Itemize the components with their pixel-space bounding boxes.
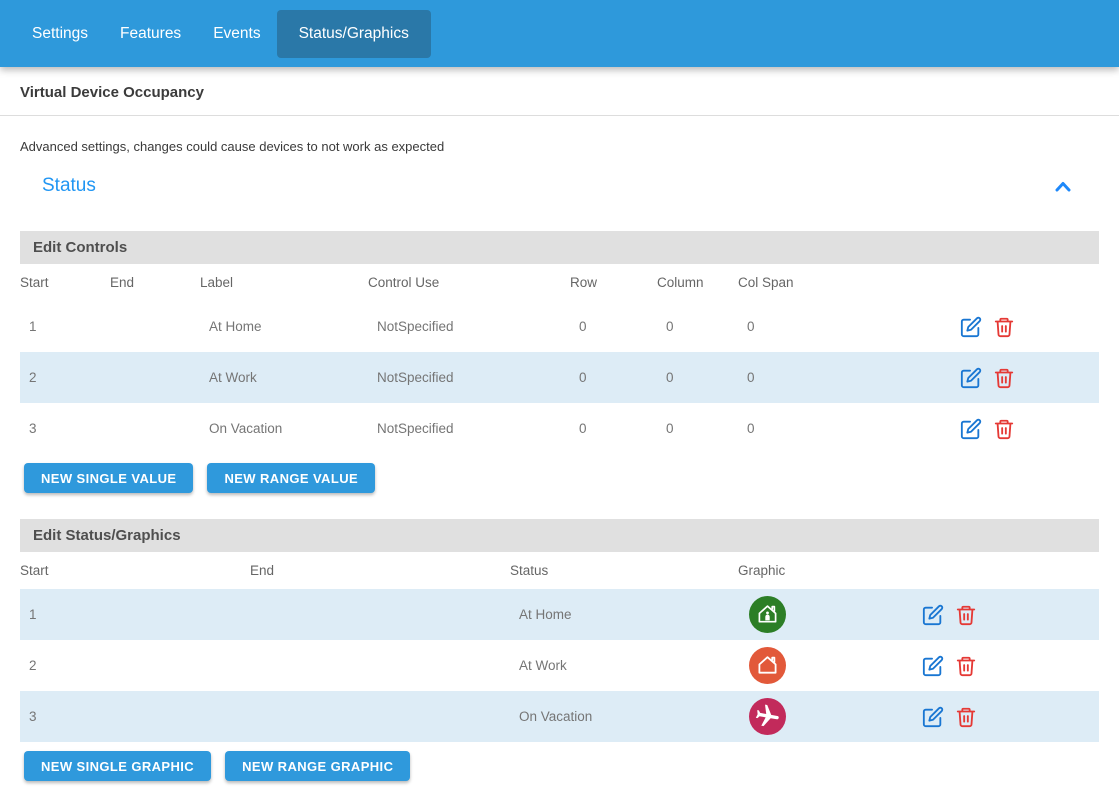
table-row: 3 On Vacation (20, 691, 1099, 742)
tab-settings[interactable]: Settings (16, 10, 104, 58)
table-row: 1 At Home NotSpecified 0 0 0 (20, 301, 1099, 352)
edit-icon[interactable] (960, 418, 982, 440)
cell-start: 3 (20, 709, 250, 724)
table-row: 3 On Vacation NotSpecified 0 0 0 (20, 403, 1099, 454)
edit-controls-section-header: Edit Controls (20, 231, 1099, 264)
new-single-graphic-button[interactable]: NEW SINGLE GRAPHIC (24, 751, 211, 781)
cell-start: 1 (20, 607, 250, 622)
cell-column: 0 (657, 421, 738, 436)
status-section-row: Status (20, 171, 1099, 201)
edit-icon[interactable] (922, 706, 944, 728)
delete-icon[interactable] (955, 655, 977, 677)
cell-col-span: 0 (738, 421, 958, 436)
delete-icon[interactable] (993, 316, 1015, 338)
cell-label: At Home (200, 319, 368, 334)
cell-row: 0 (570, 421, 657, 436)
delete-icon[interactable] (955, 604, 977, 626)
new-single-value-button[interactable]: NEW SINGLE VALUE (24, 463, 193, 493)
edit-icon[interactable] (960, 316, 982, 338)
column-header: End (250, 563, 510, 578)
page-title: Virtual Device Occupancy (20, 84, 1099, 101)
cell-control-use: NotSpecified (368, 421, 570, 436)
warning-text: Advanced settings, changes could cause d… (20, 139, 1099, 154)
tab-events[interactable]: Events (197, 10, 276, 58)
column-header: Column (657, 275, 738, 290)
cell-row: 0 (570, 370, 657, 385)
tab-bar: Settings Features Events Status/Graphics (0, 0, 1119, 67)
edit-icon[interactable] (922, 655, 944, 677)
cell-status: At Work (510, 658, 738, 673)
cell-row: 0 (570, 319, 657, 334)
column-header: Row (570, 275, 657, 290)
cell-control-use: NotSpecified (368, 319, 570, 334)
edit-status-graphics-table-header: Start End Status Graphic (20, 552, 1099, 589)
column-header: Start (20, 563, 250, 578)
divider (0, 115, 1119, 116)
cell-start: 1 (20, 319, 110, 334)
delete-icon[interactable] (993, 418, 1015, 440)
table-row: 2 At Work NotSpecified 0 0 0 (20, 352, 1099, 403)
main-content: Virtual Device Occupancy Advanced settin… (0, 84, 1119, 781)
column-header: Graphic (738, 563, 920, 578)
cell-label: At Work (200, 370, 368, 385)
tab-status-graphics[interactable]: Status/Graphics (277, 10, 431, 58)
cell-status: On Vacation (510, 709, 738, 724)
new-range-graphic-button[interactable]: NEW RANGE GRAPHIC (225, 751, 410, 781)
cell-label: On Vacation (200, 421, 368, 436)
new-range-value-button[interactable]: NEW RANGE VALUE (207, 463, 375, 493)
column-header: Status (510, 563, 738, 578)
column-header: Col Span (738, 275, 958, 290)
cell-status: At Home (510, 607, 738, 622)
table-row: 1 At Home (20, 589, 1099, 640)
column-header: Label (200, 275, 368, 290)
cell-column: 0 (657, 370, 738, 385)
edit-status-graphics-section-header: Edit Status/Graphics (20, 519, 1099, 552)
delete-icon[interactable] (993, 367, 1015, 389)
tab-features[interactable]: Features (104, 10, 197, 58)
status-section-toggle[interactable]: Status (42, 175, 96, 197)
airplane-icon (749, 698, 786, 735)
edit-icon[interactable] (922, 604, 944, 626)
cell-col-span: 0 (738, 370, 958, 385)
edit-status-graphics-buttons: NEW SINGLE GRAPHIC NEW RANGE GRAPHIC (24, 751, 1099, 781)
home-empty-icon (749, 647, 786, 684)
cell-column: 0 (657, 319, 738, 334)
cell-start: 2 (20, 370, 110, 385)
column-header: Start (20, 275, 110, 290)
column-header: Control Use (368, 275, 570, 290)
edit-controls-table-header: Start End Label Control Use Row Column C… (20, 264, 1099, 301)
section-title: Edit Controls (33, 239, 127, 256)
cell-start: 3 (20, 421, 110, 436)
cell-start: 2 (20, 658, 250, 673)
table-row: 2 At Work (20, 640, 1099, 691)
chevron-up-icon[interactable] (1055, 181, 1071, 192)
cell-control-use: NotSpecified (368, 370, 570, 385)
delete-icon[interactable] (955, 706, 977, 728)
edit-controls-buttons: NEW SINGLE VALUE NEW RANGE VALUE (24, 463, 1099, 493)
edit-icon[interactable] (960, 367, 982, 389)
column-header: End (110, 275, 200, 290)
home-occupied-icon (749, 596, 786, 633)
cell-col-span: 0 (738, 319, 958, 334)
section-title: Edit Status/Graphics (33, 527, 181, 544)
